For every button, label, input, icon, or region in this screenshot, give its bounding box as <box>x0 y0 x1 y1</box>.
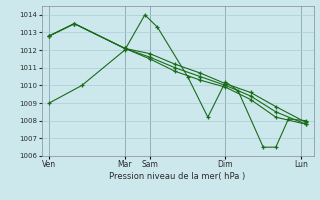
X-axis label: Pression niveau de la mer( hPa ): Pression niveau de la mer( hPa ) <box>109 172 246 181</box>
